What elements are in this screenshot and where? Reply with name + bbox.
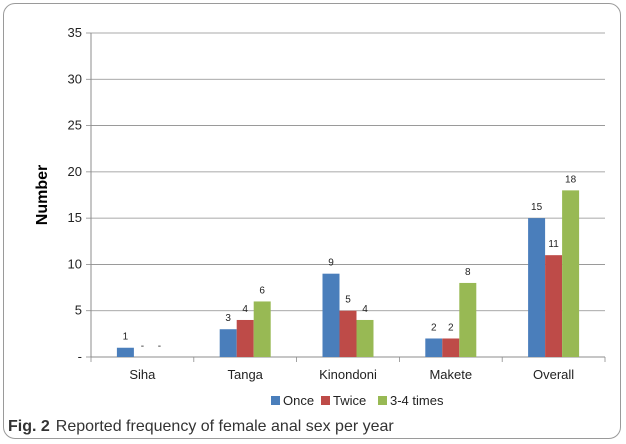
data-label: 6 xyxy=(259,285,265,296)
y-tick-label: 25 xyxy=(68,118,82,133)
y-tick-label: 20 xyxy=(68,164,82,179)
legend-swatch xyxy=(378,396,387,405)
bar-3-4-times xyxy=(562,190,580,357)
caption-text: Reported frequency of female anal sex pe… xyxy=(55,418,394,435)
bar-twice xyxy=(339,310,357,357)
bar-once xyxy=(528,218,546,357)
legend-swatch xyxy=(271,396,280,405)
data-label: 9 xyxy=(328,258,334,269)
y-tick-label: 30 xyxy=(68,71,82,86)
bar-twice xyxy=(442,338,460,357)
bar-twice xyxy=(545,255,563,357)
y-tick-label: 15 xyxy=(68,210,82,225)
bar-3-4-times xyxy=(459,282,477,357)
x-tick-label: Overall xyxy=(533,367,574,382)
legend-label: Once xyxy=(283,393,314,408)
data-label: 2 xyxy=(431,322,437,333)
data-label: 4 xyxy=(362,304,368,315)
x-tick-label: Siha xyxy=(129,367,156,382)
bar-3-4-times xyxy=(356,319,374,357)
y-tick-label: - xyxy=(78,349,82,364)
data-label: 2 xyxy=(448,322,454,333)
x-tick-label: Makete xyxy=(429,367,472,382)
data-label: 1 xyxy=(123,332,129,343)
bar-twice xyxy=(236,319,254,357)
legend-swatch xyxy=(321,396,330,405)
y-tick-label: 5 xyxy=(75,303,82,318)
legend-label: Twice xyxy=(333,393,366,408)
y-axis-label: Number xyxy=(34,165,51,225)
x-tick-label: Kinondoni xyxy=(319,367,377,382)
figure-number: Fig. 2 xyxy=(8,418,50,435)
bar-once xyxy=(322,273,340,357)
data-label: 8 xyxy=(465,267,471,278)
data-label: 4 xyxy=(242,304,248,315)
data-label: 18 xyxy=(565,174,577,185)
bar-once xyxy=(219,329,237,357)
bar-3-4-times xyxy=(253,301,271,357)
legend-label: 3-4 times xyxy=(390,393,444,408)
figure-frame xyxy=(3,3,621,439)
data-label: 15 xyxy=(531,202,543,213)
data-label: 11 xyxy=(548,239,559,250)
x-tick-label: Tanga xyxy=(227,367,263,382)
bar-once xyxy=(425,338,443,357)
bar-once xyxy=(116,347,134,357)
data-label: - xyxy=(158,341,161,352)
data-label: 5 xyxy=(345,295,351,306)
data-label: 3 xyxy=(225,313,231,324)
y-tick-label: 10 xyxy=(68,256,82,271)
data-label: - xyxy=(141,341,144,352)
y-tick-label: 35 xyxy=(68,25,82,40)
figure-caption: Fig. 2 Reported frequency of female anal … xyxy=(8,418,394,436)
